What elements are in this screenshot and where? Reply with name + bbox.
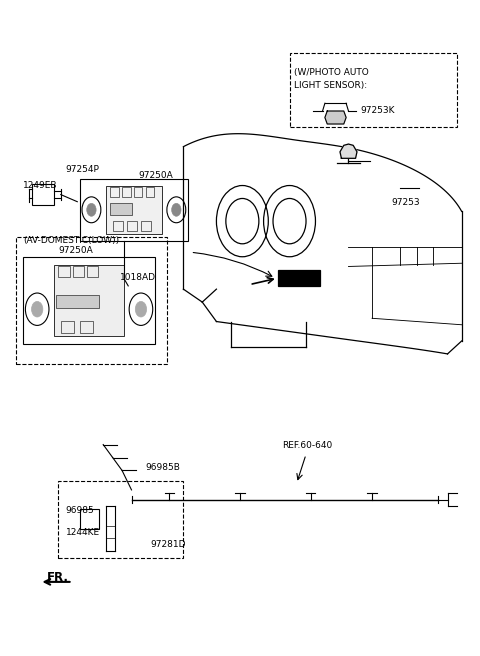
- Text: 1244KE: 1244KE: [65, 527, 100, 537]
- Text: (W/PHOTO AUTO: (W/PHOTO AUTO: [294, 68, 369, 77]
- Text: 1249EB: 1249EB: [23, 181, 58, 190]
- Text: 96985B: 96985B: [145, 462, 180, 472]
- Polygon shape: [278, 270, 320, 286]
- Text: 97250A: 97250A: [139, 171, 173, 180]
- Text: 1018AD: 1018AD: [120, 273, 156, 282]
- Text: LIGHT SENSOR):: LIGHT SENSOR):: [294, 81, 367, 90]
- Circle shape: [135, 302, 146, 317]
- Text: FR.: FR.: [47, 571, 69, 584]
- Text: REF.60-640: REF.60-640: [282, 441, 333, 451]
- Circle shape: [87, 203, 96, 216]
- Polygon shape: [340, 144, 357, 158]
- Circle shape: [32, 302, 43, 317]
- Text: 97253: 97253: [391, 198, 420, 207]
- Text: 97281D: 97281D: [150, 541, 186, 550]
- Text: (AV-DOMESTIC(LOW)): (AV-DOMESTIC(LOW)): [23, 236, 119, 245]
- Text: 97253K: 97253K: [360, 106, 395, 115]
- Polygon shape: [56, 295, 98, 308]
- Polygon shape: [106, 186, 162, 234]
- Text: 97254P: 97254P: [65, 165, 99, 174]
- Polygon shape: [110, 203, 132, 215]
- Circle shape: [172, 203, 181, 216]
- Polygon shape: [325, 111, 346, 124]
- Text: 96985: 96985: [65, 506, 94, 515]
- Text: 97250A: 97250A: [59, 246, 93, 255]
- Polygon shape: [54, 264, 124, 337]
